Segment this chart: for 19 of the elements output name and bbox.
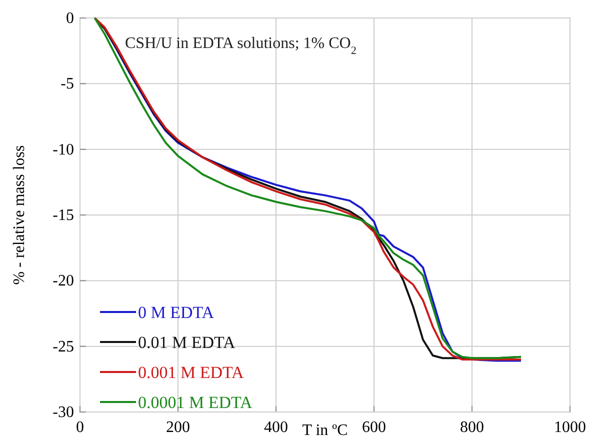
y-tick-label: -25 [52, 338, 74, 356]
x-tick-label: 200 [166, 419, 190, 436]
legend-label: 0 M EDTA [138, 303, 215, 322]
y-axis-title: % - relative mass loss [11, 145, 28, 285]
y-tick-label: 0 [66, 10, 74, 27]
x-tick-label: 1000 [554, 419, 586, 436]
y-tick-label: -15 [52, 207, 74, 224]
x-tick-label: 800 [460, 419, 484, 436]
annotation: CSH/U in EDTA solutions; 1% CO$_{2}$ [125, 35, 356, 57]
x-axis-title: T in ºC [302, 422, 348, 437]
y-tick-label: -5 [60, 76, 74, 93]
y-tick-label: -30 [52, 404, 74, 421]
x-tick-label: 600 [362, 419, 386, 436]
legend-label: 0.0001 M EDTA [138, 393, 254, 412]
legend-label: 0.01 M EDTA [138, 333, 236, 352]
y-tick-label: -10 [52, 141, 74, 158]
legend-label: 0.001 M EDTA [138, 363, 245, 382]
x-tick-label: 400 [264, 419, 288, 436]
y-tick-label: -20 [52, 272, 74, 290]
